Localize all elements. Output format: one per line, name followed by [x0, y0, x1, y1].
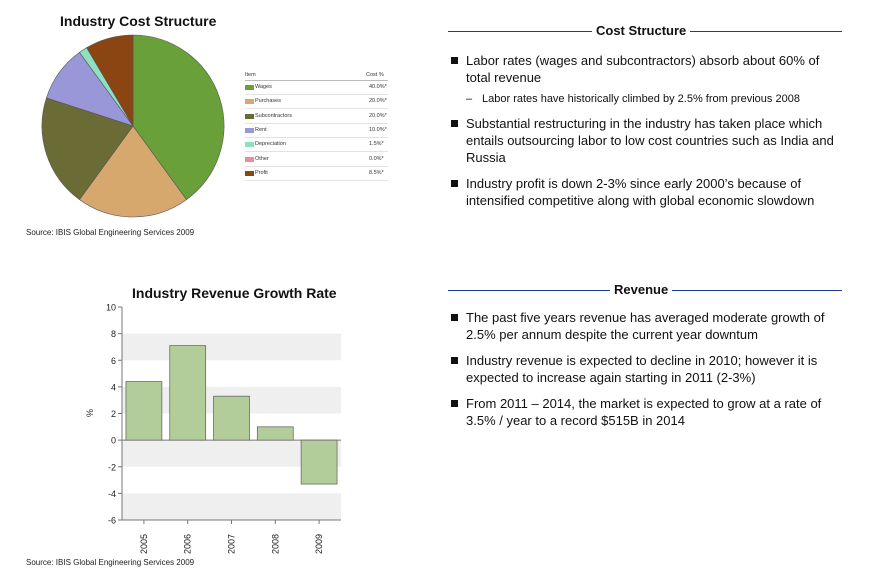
cost-bullet-2-text: Substantial restructuring in the industr… [466, 116, 834, 165]
cost-bullet-1-sub: – Labor rates have historically climbed … [466, 92, 846, 106]
bar-2009 [300, 439, 338, 485]
cost-structure-header: Cost Structure [448, 23, 842, 39]
legend-row-rule [245, 94, 388, 95]
revenue-bullet-1: The past five years revenue has averaged… [451, 309, 846, 343]
pie-slice-wages [132, 34, 225, 201]
legend-pct-depreciation: 1.5%* [369, 141, 384, 148]
bar-chart-title: Industry Revenue Growth Rate [132, 285, 337, 301]
y-tick-label: 8 [111, 329, 116, 339]
pie-slice-purchases [79, 125, 187, 218]
revenue-bullet-3: From 2011 – 2014, the market is expected… [451, 395, 846, 429]
x-tick-label: 2005 [139, 534, 149, 554]
x-tick-label: 2007 [227, 534, 237, 554]
bar-source: Source: IBIS Global Engineering Services… [26, 558, 195, 567]
y-axis-label: % [85, 409, 95, 417]
legend-swatch-depreciation [245, 142, 254, 148]
legend-label-wages: Wages [255, 84, 272, 90]
y-tick-label: 6 [111, 356, 116, 366]
x-tick-label: 2009 [314, 534, 324, 554]
revenue-bullet-2-text: Industry revenue is expected to decline … [466, 353, 818, 385]
pie-slice-profit [86, 34, 134, 128]
cost-bullet-1-text: Labor rates (wages and subcontractors) a… [466, 53, 820, 85]
x-tick-label: 2008 [270, 534, 280, 554]
x-tick-label: 2006 [183, 534, 193, 554]
legend-label-other: Other [255, 155, 269, 162]
cost-bullet-1-sub-text: Labor rates have historically climbed by… [482, 93, 800, 105]
revenue-bullet-2: Industry revenue is expected to decline … [451, 352, 846, 386]
revenue-bullets: The past five years revenue has averaged… [451, 309, 846, 438]
y-tick-label: -4 [108, 489, 116, 499]
legend-swatch-profit [245, 170, 254, 176]
legend-pct-subcontractors: 20.0%* [369, 112, 387, 119]
y-tick-label: 10 [106, 303, 116, 313]
revenue-header: Revenue [448, 282, 842, 298]
cost-bullet-3: Industry profit is down 2-3% since early… [451, 175, 846, 209]
y-tick-label: -2 [108, 462, 116, 472]
legend-header-pct: Cost % [366, 72, 384, 78]
legend-row-rule [245, 165, 388, 167]
y-tick-label: 0 [111, 436, 116, 446]
legend-label-subcontractors: Subcontractors [255, 112, 292, 119]
legend-label-rent: Rent [255, 126, 267, 133]
legend-swatch-rent [245, 127, 254, 133]
grid-band [122, 493, 341, 520]
legend-row-rule [245, 136, 388, 138]
revenue-bullet-3-text: From 2011 – 2014, the market is expected… [466, 396, 822, 428]
cost-structure-heading: Cost Structure [592, 23, 691, 38]
pie-slice-subcontractors [41, 97, 134, 201]
cost-bullet-1: Labor rates (wages and subcontractors) a… [451, 52, 846, 106]
legend-header-rule [245, 80, 388, 81]
legend-label-purchases: Purchases [255, 98, 281, 105]
cost-bullet-3-text: Industry profit is down 2-3% since early… [466, 176, 815, 208]
bar-2008 [256, 426, 294, 441]
legend-row-rule [245, 151, 388, 153]
legend-swatch-other [245, 156, 254, 162]
grid-band [122, 333, 341, 361]
legend-row-rule [245, 179, 388, 181]
legend-pct-other: 0.0%* [369, 155, 384, 162]
legend-label-depreciation: Depreciation [255, 141, 286, 148]
legend-pct-purchases: 20.0%* [369, 98, 387, 105]
legend-label-profit: Profit [255, 169, 268, 176]
cost-bullet-2: Substantial restructuring in the industr… [451, 115, 846, 166]
legend-row-rule [245, 108, 388, 110]
legend-swatch-purchases [245, 99, 254, 105]
bar-2006 [169, 345, 207, 441]
y-tick-label: -6 [108, 516, 116, 526]
y-tick-label: 2 [111, 409, 116, 419]
legend-pct-rent: 10.0%* [369, 126, 387, 133]
y-tick-label: 4 [111, 382, 116, 392]
legend-swatch-subcontractors [245, 113, 254, 119]
pie-chart-title: Industry Cost Structure [60, 13, 217, 29]
sub-dash: – [466, 93, 473, 105]
legend-pct-wages: 40.0%* [369, 84, 387, 90]
cost-bullets: Labor rates (wages and subcontractors) a… [451, 52, 846, 218]
revenue-bullet-1-text: The past five years revenue has averaged… [466, 310, 825, 342]
legend-row-rule [245, 122, 388, 124]
bar-2007 [213, 395, 250, 441]
revenue-heading: Revenue [610, 282, 673, 297]
legend-pct-profit: 8.5%* [369, 169, 384, 176]
legend-swatch-wages [245, 85, 254, 90]
pie-source: Source: IBIS Global Engineering Services… [26, 228, 195, 237]
bar-2005 [125, 381, 163, 441]
legend-header-item: Item [245, 72, 256, 78]
